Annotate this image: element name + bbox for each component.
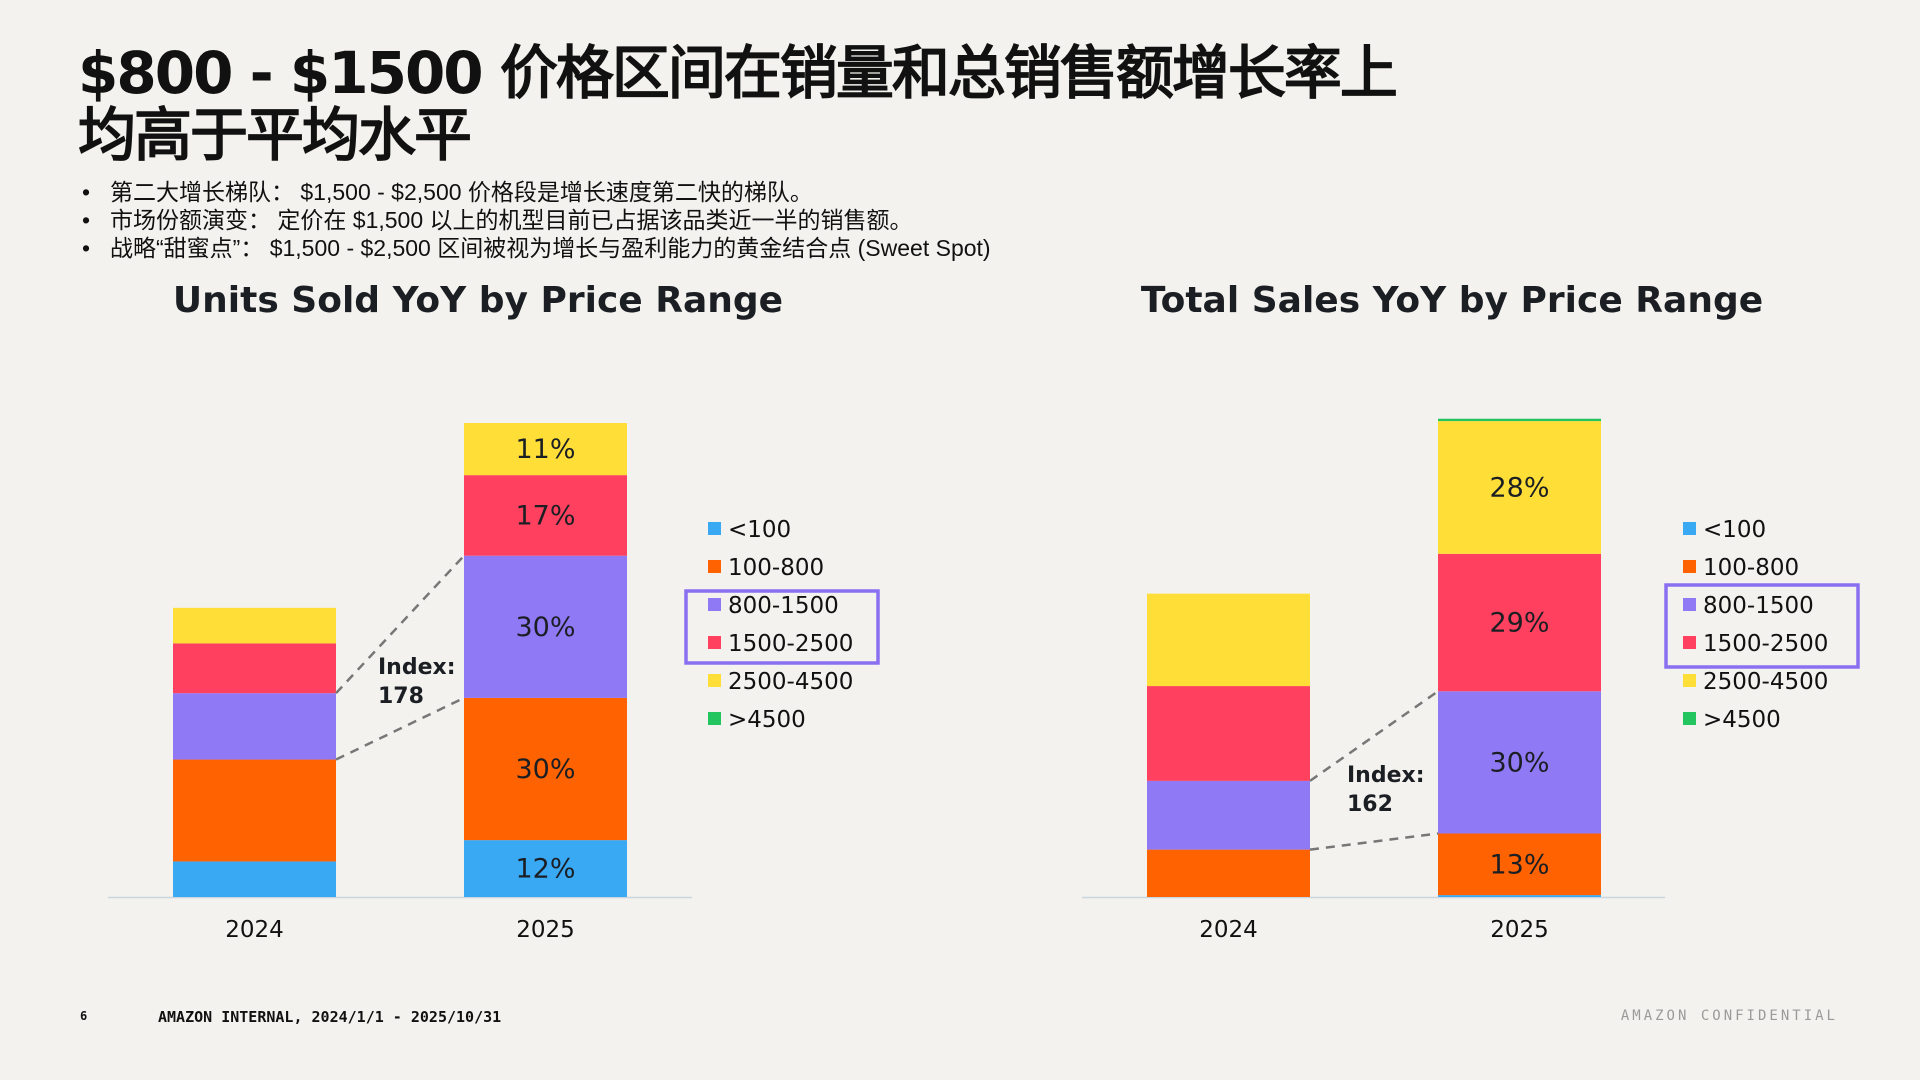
- legend-label: 100-800: [1703, 555, 1799, 581]
- bullet-list: 第二大增长梯队： $1,500 - $2,500 价格段是增长速度第二快的梯队。…: [82, 178, 991, 262]
- bar-segment-2500-4500-2025: [464, 423, 627, 476]
- legend-highlight-box: [1664, 583, 1860, 669]
- bar-segment-2500-4500-2024: [173, 607, 336, 644]
- legend-label: <100: [1703, 517, 1766, 543]
- legend-label: 2500-4500: [1703, 669, 1828, 695]
- footer-confidential: AMAZON CONFIDENTIAL: [1620, 1008, 1838, 1024]
- index-annotation-label: Index:: [1347, 763, 1425, 788]
- legend-swatch: [708, 636, 721, 649]
- legend-swatch: [1683, 598, 1696, 611]
- sales-chart-title: Total Sales YoY by Price Range: [1140, 280, 1764, 321]
- bar-segment-lt100-2025: [1438, 895, 1601, 897]
- index-annotation-value: 178: [378, 684, 424, 709]
- units-chart-title: Units Sold YoY by Price Range: [172, 280, 784, 321]
- data-label: 30%: [1489, 747, 1549, 778]
- legend-label: 1500-2500: [728, 631, 853, 657]
- bar-segment-800-1500-2025: [1438, 691, 1601, 834]
- bar-segment-1500-2500-2024: [1147, 686, 1310, 781]
- legend-swatch: [708, 598, 721, 611]
- bar-segment-2500-4500-2024: [1147, 593, 1310, 687]
- x-tick-label: 2024: [225, 917, 284, 943]
- connector-line-bottom: [335, 696, 465, 761]
- data-label: 30%: [515, 612, 575, 643]
- bar-segment-2500-4500-2025: [1438, 421, 1601, 554]
- bullet-item: 市场份额演变： 定价在 $1,500 以上的机型目前已占据该品类近一半的销售额。: [82, 206, 991, 234]
- legend-swatch: [1683, 560, 1696, 573]
- bar-segment-100-800-2024: [173, 759, 336, 862]
- legend-label: >4500: [1703, 707, 1781, 733]
- bar-segment-lt100-2025: [464, 840, 627, 897]
- legend-label: 2500-4500: [728, 669, 853, 695]
- page-title: $800 - $1500 价格区间在销量和总销售额增长率上 均高于平均水平: [78, 42, 1478, 166]
- footer-source: AMAZON INTERNAL, 2024/1/1 - 2025/10/31: [158, 1008, 502, 1026]
- legend-label: >4500: [728, 707, 806, 733]
- bar-segment-100-800-2024: [1147, 849, 1310, 897]
- connector-line-top: [1309, 690, 1439, 782]
- legend-label: <100: [728, 517, 791, 543]
- legend-swatch: [708, 712, 721, 725]
- bar-segment-1500-2500-2024: [173, 643, 336, 694]
- bar-segment-lt100-2024: [173, 861, 336, 897]
- data-label: 12%: [515, 854, 575, 885]
- bullet-item: 第二大增长梯队： $1,500 - $2,500 价格段是增长速度第二快的梯队。: [82, 178, 991, 206]
- x-tick-label: 2025: [1490, 917, 1549, 943]
- legend-highlight-box: [684, 589, 880, 665]
- bullet-item: 战略“甜蜜点”： $1,500 - $2,500 区间被视为增长与盈利能力的黄金…: [82, 234, 991, 262]
- bar-segment-800-1500-2024: [1147, 780, 1310, 850]
- data-label: 29%: [1489, 608, 1549, 639]
- legend-swatch: [708, 560, 721, 573]
- page-number: 6: [80, 1009, 88, 1023]
- legend-swatch: [1683, 712, 1696, 725]
- title-line-1: $800 - $1500 价格区间在销量和总销售额增长率上: [78, 39, 1398, 107]
- legend-swatch: [708, 674, 721, 687]
- legend-swatch: [708, 522, 721, 535]
- data-label: 30%: [515, 754, 575, 785]
- legend-swatch: [1683, 636, 1696, 649]
- data-label: 11%: [515, 434, 575, 465]
- bar-segment-gt4500-2025: [1438, 418, 1601, 422]
- bar-segment-100-800-2025: [1438, 833, 1601, 896]
- connector-line-bottom: [1309, 832, 1439, 851]
- bar-segment-1500-2500-2025: [464, 475, 627, 556]
- bar-segment-100-800-2025: [464, 697, 627, 841]
- x-tick-label: 2025: [516, 917, 575, 943]
- title-line-2: 均高于平均水平: [78, 101, 472, 169]
- legend-label: 1500-2500: [1703, 631, 1828, 657]
- bar-segment-1500-2500-2025: [1438, 553, 1601, 692]
- data-label: 28%: [1489, 472, 1549, 503]
- data-label: 17%: [515, 500, 575, 531]
- x-tick-label: 2024: [1199, 917, 1258, 943]
- legend-swatch: [1683, 674, 1696, 687]
- index-annotation-value: 162: [1347, 792, 1393, 817]
- legend-swatch: [1683, 522, 1696, 535]
- legend-label: 800-1500: [1703, 593, 1814, 619]
- index-annotation-label: Index:: [378, 655, 456, 680]
- data-label: 13%: [1489, 849, 1549, 880]
- legend-label: 100-800: [728, 555, 824, 581]
- bar-segment-800-1500-2024: [173, 693, 336, 760]
- bar-segment-800-1500-2025: [464, 555, 627, 698]
- legend-label: 800-1500: [728, 593, 839, 619]
